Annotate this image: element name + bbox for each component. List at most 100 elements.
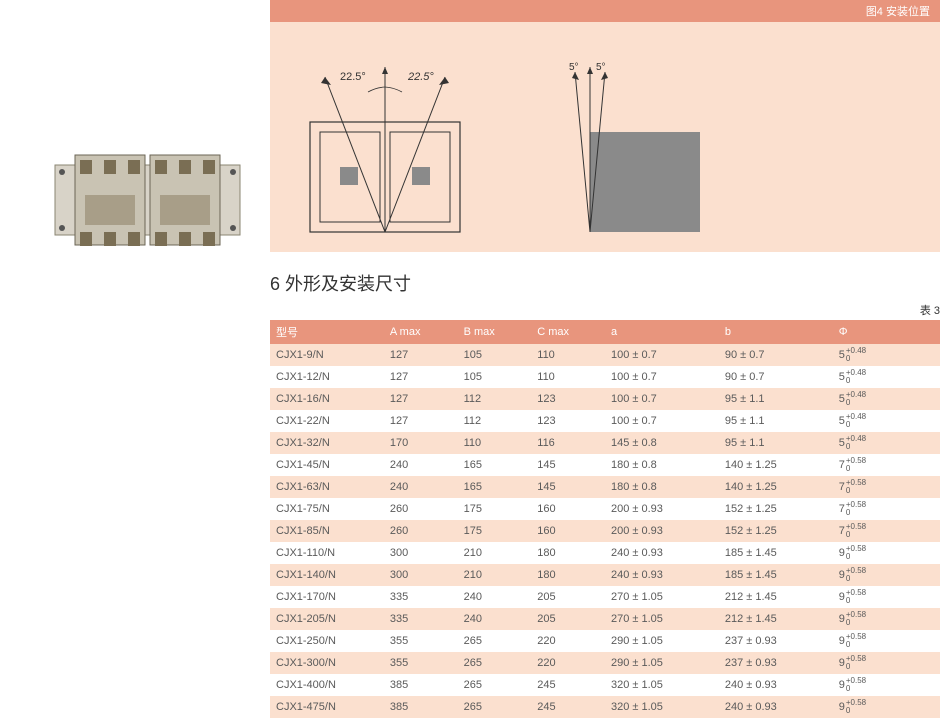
table-cell: 200 ± 0.93 [605, 498, 719, 520]
table-cell: 145 ± 0.8 [605, 432, 719, 454]
col-header: C max [531, 320, 605, 344]
table-cell: 260 [384, 498, 458, 520]
table-cell: CJX1-140/N [270, 564, 384, 586]
table-cell: 140 ± 1.25 [719, 476, 833, 498]
table-cell: 90 ± 0.7 [719, 366, 833, 388]
col-header: Φ [833, 320, 940, 344]
table-cell: CJX1-12/N [270, 366, 384, 388]
angle-label-right: 22.5° [407, 71, 434, 83]
table-cell: 127 [384, 410, 458, 432]
table-cell: CJX1-63/N [270, 476, 384, 498]
table-row: CJX1-170/N335240205270 ± 1.05212 ± 1.459… [270, 586, 940, 608]
table-cell: 385 [384, 696, 458, 718]
diagram-header: 图4 安装位置 [270, 0, 940, 22]
table-cell: 385 [384, 674, 458, 696]
table-row: CJX1-475/N385265245320 ± 1.05240 ± 0.939… [270, 696, 940, 718]
content-column: 图4 安装位置 [270, 0, 940, 718]
table-cell: 100 ± 0.7 [605, 366, 719, 388]
table-cell: 205 [531, 586, 605, 608]
table-cell: 180 [531, 564, 605, 586]
phi-cell: 7+0.580 [833, 454, 940, 476]
table-cell: 300 [384, 542, 458, 564]
table-cell: 237 ± 0.93 [719, 630, 833, 652]
table-cell: 220 [531, 630, 605, 652]
table-cell: 100 ± 0.7 [605, 344, 719, 366]
table-cell: 110 [531, 366, 605, 388]
product-image-column [0, 0, 270, 260]
table-cell: 165 [458, 454, 532, 476]
table-cell: 105 [458, 344, 532, 366]
table-cell: 200 ± 0.93 [605, 520, 719, 542]
table-cell: CJX1-22/N [270, 410, 384, 432]
col-header: A max [384, 320, 458, 344]
table-cell: 240 ± 0.93 [605, 542, 719, 564]
product-photo [50, 140, 245, 260]
dimensions-table: 型号A maxB maxC maxabΦ CJX1-9/N12710511010… [270, 320, 940, 718]
col-header: 型号 [270, 320, 384, 344]
table-cell: 180 ± 0.8 [605, 476, 719, 498]
page: 图4 安装位置 [0, 0, 950, 718]
table-cell: 160 [531, 498, 605, 520]
table-cell: 320 ± 1.05 [605, 696, 719, 718]
phi-cell: 9+0.580 [833, 586, 940, 608]
table-cell: 210 [458, 564, 532, 586]
phi-cell: 9+0.580 [833, 696, 940, 718]
phi-cell: 9+0.580 [833, 630, 940, 652]
col-header: b [719, 320, 833, 344]
table-body: CJX1-9/N127105110100 ± 0.790 ± 0.75+0.48… [270, 344, 940, 718]
table-cell: 240 [384, 454, 458, 476]
table-cell: 160 [531, 520, 605, 542]
table-row: CJX1-22/N127112123100 ± 0.795 ± 1.15+0.4… [270, 410, 940, 432]
table-cell: 175 [458, 520, 532, 542]
table-cell: 90 ± 0.7 [719, 344, 833, 366]
phi-cell: 5+0.480 [833, 388, 940, 410]
table-row: CJX1-300/N355265220290 ± 1.05237 ± 0.939… [270, 652, 940, 674]
table-cell: 145 [531, 476, 605, 498]
table-cell: 320 ± 1.05 [605, 674, 719, 696]
table-row: CJX1-140/N300210180240 ± 0.93185 ± 1.459… [270, 564, 940, 586]
table-cell: 240 ± 0.93 [719, 674, 833, 696]
table-cell: CJX1-45/N [270, 454, 384, 476]
table-row: CJX1-205/N335240205270 ± 1.05212 ± 1.459… [270, 608, 940, 630]
diagram-header-label: 图4 安装位置 [866, 6, 930, 18]
table-row: CJX1-16/N127112123100 ± 0.795 ± 1.15+0.4… [270, 388, 940, 410]
table-cell: 116 [531, 432, 605, 454]
table-cell: 165 [458, 476, 532, 498]
table-row: CJX1-9/N127105110100 ± 0.790 ± 0.75+0.48… [270, 344, 940, 366]
table-cell: 127 [384, 366, 458, 388]
table-cell: 175 [458, 498, 532, 520]
table-cell: 152 ± 1.25 [719, 520, 833, 542]
table-cell: CJX1-85/N [270, 520, 384, 542]
table-row: CJX1-45/N240165145180 ± 0.8140 ± 1.257+0… [270, 454, 940, 476]
angle-label-r1: 5° [569, 62, 579, 73]
table-cell: CJX1-32/N [270, 432, 384, 454]
table-cell: 240 [384, 476, 458, 498]
table-cell: 240 ± 0.93 [719, 696, 833, 718]
table-cell: 290 ± 1.05 [605, 630, 719, 652]
phi-cell: 5+0.480 [833, 410, 940, 432]
table-cell: 240 [458, 608, 532, 630]
table-cell: CJX1-9/N [270, 344, 384, 366]
table-cell: CJX1-300/N [270, 652, 384, 674]
table-cell: 100 ± 0.7 [605, 388, 719, 410]
table-cell: CJX1-475/N [270, 696, 384, 718]
table-row: CJX1-400/N385265245320 ± 1.05240 ± 0.939… [270, 674, 940, 696]
col-header: a [605, 320, 719, 344]
table-cell: 95 ± 1.1 [719, 388, 833, 410]
phi-cell: 9+0.580 [833, 542, 940, 564]
table-row: CJX1-75/N260175160200 ± 0.93152 ± 1.257+… [270, 498, 940, 520]
table-header-row: 型号A maxB maxC maxabΦ [270, 320, 940, 344]
phi-cell: 5+0.480 [833, 344, 940, 366]
table-cell: 240 [458, 586, 532, 608]
table-cell: 110 [531, 344, 605, 366]
table-cell: 335 [384, 586, 458, 608]
angle-label-left: 22.5° [340, 71, 366, 83]
table-cell: 220 [531, 652, 605, 674]
phi-cell: 9+0.580 [833, 652, 940, 674]
phi-cell: 9+0.580 [833, 674, 940, 696]
table-row: CJX1-110/N300210180240 ± 0.93185 ± 1.459… [270, 542, 940, 564]
table-cell: 112 [458, 410, 532, 432]
table-cell: 240 ± 0.93 [605, 564, 719, 586]
table-cell: 205 [531, 608, 605, 630]
table-cell: 185 ± 1.45 [719, 564, 833, 586]
